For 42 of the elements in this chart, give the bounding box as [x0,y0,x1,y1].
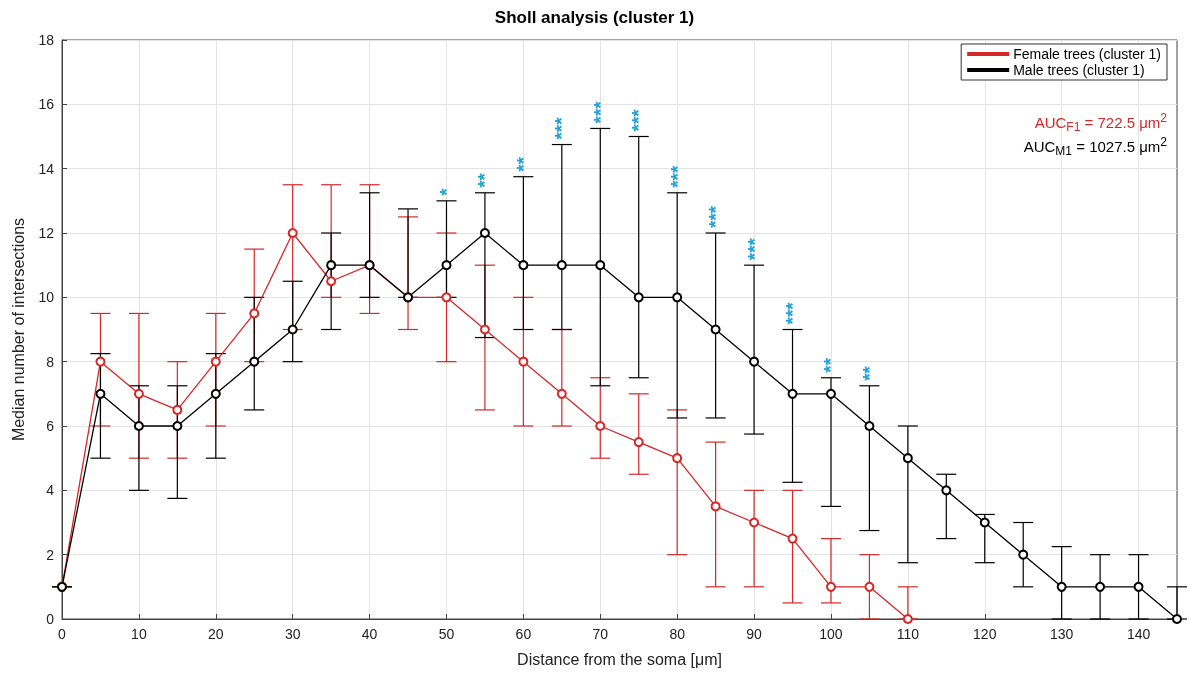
x-tick-label: 80 [669,626,686,642]
legend-label: Female trees (cluster 1) [1013,46,1162,62]
y-tick-label: 10 [38,289,55,306]
y-tick-label: 2 [46,546,55,563]
annotation: * [435,187,457,196]
legend-label: Male trees (cluster 1) [1013,62,1145,78]
x-tick-label: 120 [973,626,997,642]
y-tick-label: 8 [46,353,55,370]
annotation: *** [628,108,650,132]
chart-title: Sholl analysis (cluster 1) [494,8,695,27]
annotation: *** [782,301,804,325]
annotation: ** [474,172,496,188]
annotation: *** [743,237,765,261]
y-tick-label: 12 [38,225,55,241]
annotation: ** [512,156,534,172]
x-tick-label: 90 [746,626,763,642]
y-tick-label: 4 [46,482,55,499]
y-axis-title: Median number of intersections [9,217,27,442]
annotation: *** [666,165,688,188]
x-tick-label: 130 [1049,626,1074,642]
annotation: *** [705,205,727,228]
x-axis-title: Distance from the soma [μm] [517,650,722,668]
x-tick-label: 10 [131,626,147,642]
annotation: ** [820,357,842,373]
x-tick-label: 0 [58,626,67,642]
x-tick-label: 40 [361,626,378,642]
annotation: *** [589,100,611,124]
x-tick-label: 20 [208,626,224,642]
y-tick-label: 0 [46,611,55,627]
y-tick-label: 6 [46,418,55,434]
x-tick-label: 50 [438,626,455,642]
x-tick-label: 100 [819,626,843,642]
y-tick-label: 14 [38,160,55,177]
y-tick-label: 18 [38,32,55,48]
annotation: *** [551,116,573,140]
y-tick-label: 16 [38,96,55,113]
x-tick-label: 140 [1126,626,1151,642]
x-tick-label: 60 [515,626,532,642]
x-tick-label: 30 [284,626,301,642]
x-tick-label: 110 [896,626,920,642]
x-tick-label: 70 [592,626,609,642]
annotation: ** [858,365,880,381]
